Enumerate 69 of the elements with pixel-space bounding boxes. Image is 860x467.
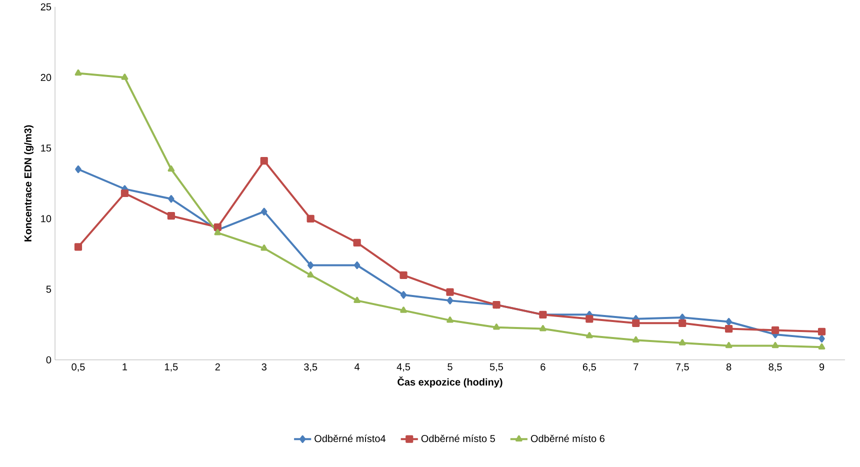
legend-label: Odběrné místo 5 bbox=[421, 434, 495, 442]
point bbox=[306, 214, 314, 223]
point bbox=[818, 334, 825, 343]
x-tick-label: 1 bbox=[122, 363, 128, 370]
y-tick-label: 25 bbox=[40, 3, 52, 10]
y-tick-label: 0 bbox=[46, 356, 52, 364]
point bbox=[446, 296, 454, 304]
x-tick-label: 8,5 bbox=[768, 363, 782, 372]
x-tick-label: 8 bbox=[726, 363, 732, 371]
point bbox=[586, 315, 594, 323]
point bbox=[678, 319, 686, 328]
legend-label: Odběrné místo 6 bbox=[530, 434, 604, 442]
x-tick-label: 9 bbox=[819, 363, 824, 371]
point bbox=[354, 296, 360, 304]
point bbox=[307, 271, 314, 278]
point bbox=[632, 319, 640, 328]
x-tick-label: 7 bbox=[634, 363, 638, 370]
x-tick-label: 6 bbox=[540, 363, 546, 371]
point bbox=[400, 291, 407, 299]
point bbox=[167, 212, 175, 220]
point bbox=[260, 244, 268, 251]
point bbox=[725, 342, 732, 348]
point bbox=[493, 324, 500, 330]
y-tick-label: 20 bbox=[40, 74, 52, 82]
point bbox=[632, 336, 640, 343]
point bbox=[726, 318, 732, 326]
y-tick-label: 10 bbox=[41, 215, 52, 222]
point bbox=[818, 328, 826, 336]
point bbox=[678, 339, 686, 346]
point bbox=[121, 74, 128, 80]
point bbox=[354, 262, 360, 270]
point bbox=[75, 166, 82, 174]
point bbox=[74, 70, 82, 76]
point bbox=[586, 332, 593, 338]
x-tick-label: 0,5 bbox=[72, 363, 85, 372]
point bbox=[214, 229, 222, 236]
y-tick-label: 15 bbox=[41, 144, 52, 152]
point bbox=[168, 166, 175, 172]
y-tick-label: 5 bbox=[46, 286, 52, 293]
point bbox=[168, 195, 174, 203]
x-tick-label: 3 bbox=[262, 363, 266, 371]
y-axis-title: Koncentrace EDN (g/m3) bbox=[24, 125, 34, 242]
point bbox=[400, 271, 408, 280]
x-tick-label: 7,5 bbox=[676, 363, 689, 372]
point bbox=[772, 342, 779, 348]
point bbox=[725, 325, 733, 333]
point bbox=[353, 238, 361, 247]
x-tick-label: 2 bbox=[215, 363, 220, 370]
point bbox=[214, 223, 222, 231]
x-tick-label: 5,5 bbox=[490, 363, 504, 372]
point bbox=[260, 157, 268, 165]
point bbox=[818, 343, 826, 350]
x-tick-label: 6,5 bbox=[582, 363, 596, 372]
x-tick-label: 4,5 bbox=[396, 363, 410, 372]
point bbox=[540, 325, 546, 332]
point bbox=[446, 316, 454, 323]
point bbox=[261, 208, 268, 216]
point bbox=[120, 190, 129, 198]
point bbox=[400, 306, 407, 313]
x-axis-title: Čas expozice (hodiny) bbox=[398, 376, 502, 388]
legend-label: Odběrné místo4 bbox=[314, 434, 386, 442]
point bbox=[446, 288, 454, 296]
x-tick-label: 1,5 bbox=[165, 363, 178, 372]
point bbox=[771, 326, 780, 334]
point bbox=[307, 262, 314, 270]
point bbox=[74, 243, 82, 251]
x-tick-label: 5 bbox=[448, 363, 452, 370]
x-tick-label: 4 bbox=[354, 363, 360, 370]
x-tick-label: 3,5 bbox=[304, 363, 318, 372]
